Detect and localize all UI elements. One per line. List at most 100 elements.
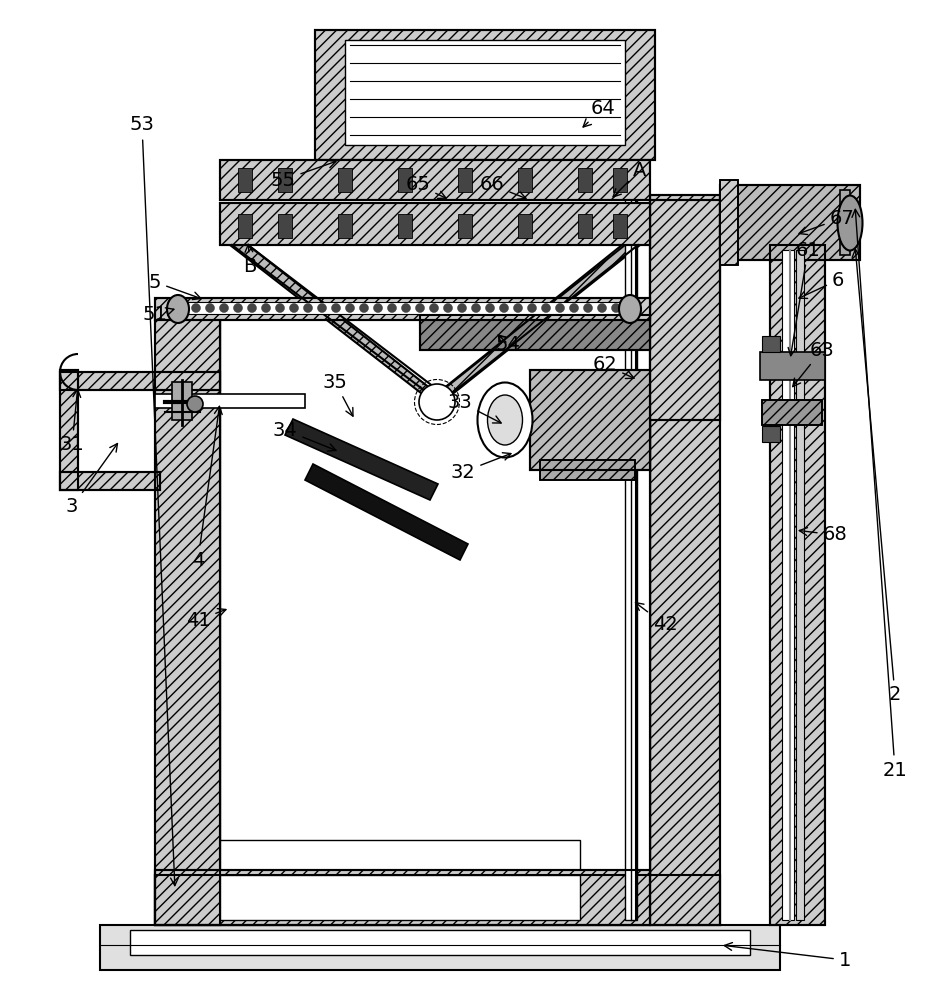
Bar: [782, 250, 794, 920]
Bar: [175, 302, 635, 314]
Circle shape: [331, 304, 340, 312]
Text: 2: 2: [853, 249, 901, 704]
Ellipse shape: [167, 295, 189, 323]
Text: 65: 65: [405, 176, 446, 198]
Bar: [770, 245, 825, 925]
Circle shape: [458, 304, 466, 312]
Circle shape: [612, 304, 621, 312]
Bar: [540, 460, 635, 480]
Circle shape: [191, 304, 201, 312]
Bar: [398, 214, 412, 238]
Circle shape: [541, 304, 551, 312]
Polygon shape: [230, 245, 445, 400]
Text: 35: 35: [323, 372, 353, 416]
Bar: [518, 168, 532, 192]
Bar: [540, 460, 635, 480]
Bar: [315, 30, 655, 160]
Bar: [345, 40, 625, 145]
Ellipse shape: [477, 382, 533, 458]
Bar: [155, 298, 650, 320]
Ellipse shape: [619, 295, 641, 323]
Bar: [220, 203, 650, 245]
Circle shape: [373, 304, 383, 312]
Bar: [613, 168, 627, 192]
Circle shape: [345, 304, 355, 312]
Bar: [338, 214, 352, 238]
Bar: [220, 203, 650, 245]
Circle shape: [276, 304, 284, 312]
Circle shape: [205, 304, 215, 312]
Bar: [155, 870, 650, 925]
Text: 1: 1: [724, 943, 851, 970]
Text: 54: 54: [495, 334, 521, 354]
Bar: [625, 190, 637, 920]
Circle shape: [219, 304, 229, 312]
Text: 5: 5: [149, 272, 201, 300]
Text: 3: 3: [66, 444, 117, 516]
Bar: [650, 195, 720, 925]
Circle shape: [419, 384, 455, 420]
Circle shape: [430, 304, 438, 312]
Bar: [315, 30, 655, 160]
Bar: [100, 925, 780, 970]
Bar: [155, 315, 220, 925]
Bar: [420, 315, 650, 350]
Text: 21: 21: [852, 209, 907, 780]
Circle shape: [569, 304, 579, 312]
Bar: [762, 400, 822, 425]
Bar: [720, 185, 860, 260]
Circle shape: [583, 304, 593, 312]
Text: 6: 6: [799, 270, 844, 298]
Text: 68: 68: [799, 526, 847, 544]
Bar: [220, 875, 580, 920]
Ellipse shape: [488, 395, 522, 445]
Text: 63: 63: [793, 340, 835, 387]
Bar: [278, 214, 292, 238]
Polygon shape: [430, 245, 640, 400]
Ellipse shape: [838, 196, 863, 250]
Bar: [155, 870, 650, 925]
Bar: [530, 370, 650, 470]
Bar: [578, 168, 592, 192]
Bar: [60, 370, 78, 490]
Bar: [720, 180, 738, 265]
Circle shape: [248, 304, 256, 312]
Circle shape: [527, 304, 537, 312]
Text: 55: 55: [270, 160, 336, 190]
Circle shape: [387, 304, 397, 312]
Bar: [238, 168, 252, 192]
Circle shape: [262, 304, 270, 312]
Bar: [398, 168, 412, 192]
Text: 61: 61: [788, 240, 821, 356]
Bar: [458, 168, 472, 192]
Bar: [220, 160, 650, 200]
Bar: [720, 180, 738, 265]
Circle shape: [317, 304, 326, 312]
Text: 32: 32: [450, 453, 511, 482]
Bar: [172, 382, 192, 420]
Circle shape: [416, 304, 425, 312]
Bar: [458, 214, 472, 238]
Bar: [155, 394, 305, 408]
Text: 41: 41: [186, 609, 226, 630]
Bar: [650, 200, 720, 420]
Text: B: B: [243, 244, 257, 276]
Text: A: A: [613, 160, 646, 197]
Bar: [762, 426, 780, 442]
Text: 51: 51: [143, 306, 174, 324]
Bar: [760, 352, 825, 380]
Circle shape: [444, 304, 452, 312]
Text: 67: 67: [799, 209, 855, 235]
Circle shape: [290, 304, 298, 312]
Text: 4: 4: [191, 406, 222, 570]
Bar: [238, 214, 252, 238]
Text: 53: 53: [129, 115, 178, 886]
Bar: [530, 370, 650, 470]
Polygon shape: [285, 419, 438, 500]
Bar: [220, 160, 650, 200]
Circle shape: [234, 304, 243, 312]
Bar: [518, 214, 532, 238]
Bar: [220, 840, 580, 875]
Bar: [60, 472, 160, 490]
Text: 34: 34: [273, 420, 336, 451]
